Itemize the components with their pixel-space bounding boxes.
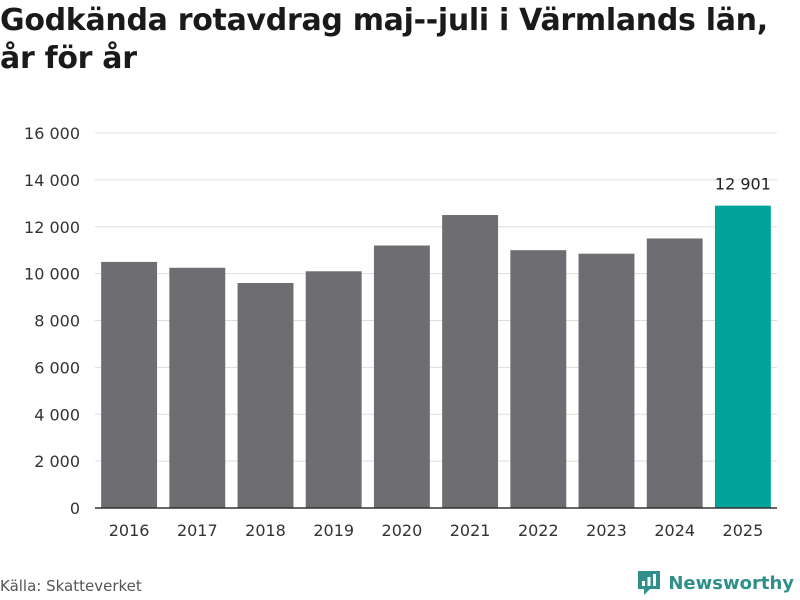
bar-2025 — [714, 205, 771, 508]
bar-2021 — [442, 215, 499, 508]
x-tick-label: 2023 — [586, 521, 627, 540]
x-tick-label: 2021 — [450, 521, 491, 540]
bar-2017 — [169, 267, 226, 508]
y-tick-label: 16 000 — [24, 124, 80, 143]
x-tick-label: 2017 — [177, 521, 218, 540]
brand: Newsworthy — [636, 569, 794, 597]
chart-title: Godkända rotavdrag maj--juli i Värmlands… — [0, 3, 768, 76]
y-tick-label: 4 000 — [34, 405, 80, 424]
brand-name: Newsworthy — [668, 572, 794, 594]
bar-2024 — [646, 238, 703, 508]
y-tick-label: 0 — [70, 499, 80, 518]
source-note: Källa: Skatteverket — [0, 577, 142, 595]
y-tick-label: 12 000 — [24, 218, 80, 237]
x-tick-label: 2016 — [109, 521, 150, 540]
bar-2023 — [578, 253, 635, 508]
y-tick-label: 10 000 — [24, 265, 80, 284]
bar-2019 — [305, 271, 362, 508]
bar-2022 — [510, 250, 567, 508]
x-tick-label: 2018 — [245, 521, 286, 540]
x-tick-label: 2024 — [654, 521, 695, 540]
y-tick-label: 2 000 — [34, 452, 80, 471]
bar-2018 — [237, 283, 294, 508]
bar-2016 — [101, 261, 158, 508]
y-tick-label: 6 000 — [34, 358, 80, 377]
x-tick-label: 2019 — [313, 521, 354, 540]
y-tick-label: 14 000 — [24, 171, 80, 190]
x-tick-label: 2025 — [723, 521, 764, 540]
y-tick-label: 8 000 — [34, 312, 80, 331]
newsworthy-logo-icon — [638, 571, 661, 595]
bar-2020 — [373, 245, 430, 508]
x-tick-label: 2020 — [382, 521, 423, 540]
x-tick-label: 2022 — [518, 521, 559, 540]
data-label: 12 901 — [715, 175, 771, 194]
